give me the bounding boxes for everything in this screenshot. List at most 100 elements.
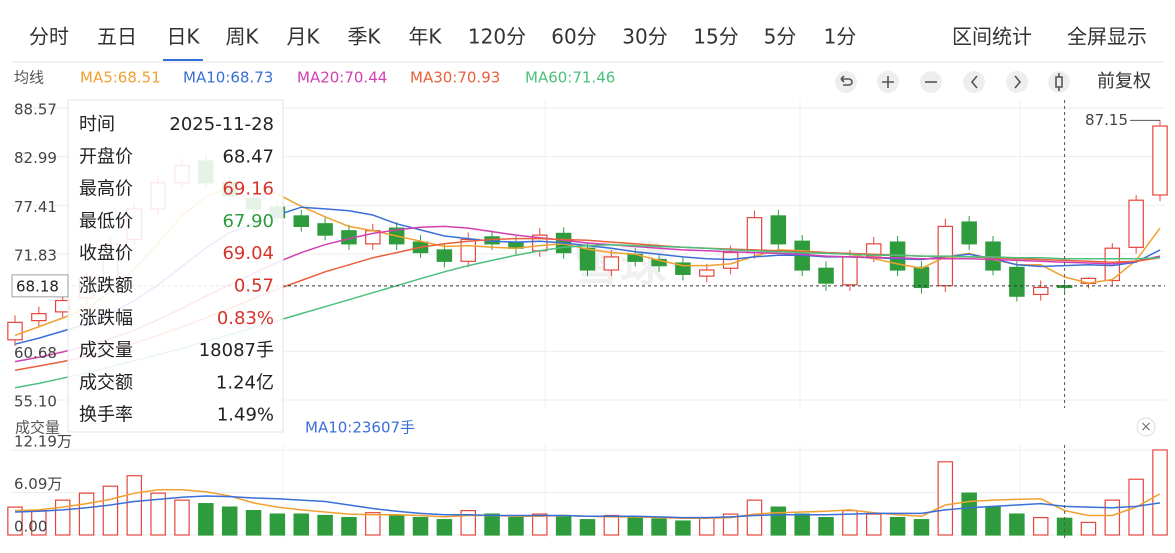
tab[interactable]: 年K xyxy=(408,25,442,49)
candle-body xyxy=(436,249,453,262)
volume-bar xyxy=(746,499,763,536)
volume-bar xyxy=(579,519,596,536)
candle-body xyxy=(818,267,834,284)
tooltip-value: 68.47 xyxy=(222,146,274,167)
volume-bar xyxy=(150,492,166,536)
legend-entry: MA10:68.73 xyxy=(183,69,273,87)
candle-icon[interactable] xyxy=(1048,71,1070,93)
close-volume[interactable]: × xyxy=(1140,419,1152,435)
tooltip-value: 18087手 xyxy=(199,340,274,361)
tab[interactable]: 120分 xyxy=(468,25,526,49)
candle-body xyxy=(913,266,930,289)
candle-body xyxy=(746,217,763,254)
tooltip-value: 1.49% xyxy=(217,405,274,426)
reset-glyph xyxy=(840,75,853,86)
volume-bar xyxy=(1080,521,1097,536)
volume-ma-line xyxy=(14,495,1161,519)
adjust-button[interactable]: 前复权 xyxy=(1097,71,1151,92)
volume-bar xyxy=(865,513,882,536)
volume-bar xyxy=(293,513,310,536)
tab[interactable]: 15分 xyxy=(693,25,738,49)
tooltip-value: 0.83% xyxy=(217,308,274,329)
volume-bar xyxy=(126,475,143,536)
y-tick-label: 82.99 xyxy=(14,149,57,167)
legend-entry: MA10:23607手 xyxy=(305,419,415,437)
volume-bar xyxy=(794,513,810,536)
legend-entry: MA30:70.93 xyxy=(410,69,500,87)
y-tick-label: 6.09万 xyxy=(14,475,62,493)
volume-bar xyxy=(818,516,834,536)
candle-body xyxy=(675,262,691,275)
tooltip-label: 换手率 xyxy=(79,405,133,426)
right-glyph xyxy=(1014,75,1022,89)
volume-bar xyxy=(699,516,715,536)
tooltip-label: 开盘价 xyxy=(79,146,133,167)
volume-bar xyxy=(484,513,500,536)
tooltip-value: 0.57 xyxy=(234,276,274,297)
tooltip-label: 成交量 xyxy=(79,340,133,361)
y-tick-label: 60.68 xyxy=(14,344,57,362)
y-tick-label: 88.57 xyxy=(14,101,57,119)
tab[interactable]: 月K xyxy=(286,25,320,49)
tab[interactable]: 日K xyxy=(166,25,200,49)
tab[interactable]: 1分 xyxy=(824,25,857,49)
candle-body xyxy=(770,215,787,245)
tab[interactable]: 分时 xyxy=(29,25,69,49)
volume-bar xyxy=(388,514,405,536)
volume-bar xyxy=(937,461,954,536)
candle-body xyxy=(603,256,620,271)
candle-body xyxy=(1152,125,1168,196)
volume-bar xyxy=(341,516,357,536)
tab[interactable]: 周K xyxy=(225,25,259,49)
volume-bar xyxy=(1032,516,1049,536)
volume-bar xyxy=(1152,449,1168,536)
volume-bar xyxy=(436,519,453,536)
plus-glyph xyxy=(882,76,894,88)
reset-icon[interactable] xyxy=(835,71,857,93)
volume-bar xyxy=(102,485,119,536)
volume-bar xyxy=(603,514,620,536)
tab[interactable]: 5分 xyxy=(764,25,797,49)
candle-body xyxy=(985,241,1001,271)
candle-body xyxy=(842,256,858,286)
volume-bar xyxy=(722,513,739,536)
volume-bar xyxy=(221,506,238,536)
volume-bar xyxy=(961,492,977,536)
high-label: 87.15 xyxy=(1085,111,1128,129)
volume-bar xyxy=(317,514,333,536)
tool-link[interactable]: 全屏显示 xyxy=(1067,25,1147,49)
volume-bar xyxy=(1104,499,1121,536)
candle-body xyxy=(460,238,476,262)
close-volume-ring[interactable] xyxy=(1136,417,1156,437)
volume-title: 成交量 xyxy=(15,419,60,437)
tooltip: 时间 2025-11-28 开盘价 68.47 最高价 69.16 最低价 67.90 收盘价 6… xyxy=(67,99,284,433)
candle-body xyxy=(1009,266,1025,297)
y-tick-label: 77.41 xyxy=(14,198,57,216)
tooltip-label: 涨跌额 xyxy=(79,276,133,297)
tooltip-value: 1.24亿 xyxy=(216,372,274,393)
volume-bar xyxy=(460,509,476,536)
volume-bar xyxy=(508,516,524,536)
candle-body xyxy=(317,223,333,236)
right-icon[interactable] xyxy=(1006,71,1028,93)
volume-bar xyxy=(651,518,667,536)
volume-bar xyxy=(7,506,23,536)
legend-entry: MA60:71.46 xyxy=(525,69,615,87)
tooltip-label: 最高价 xyxy=(79,179,133,200)
candle-body xyxy=(1032,286,1049,296)
tooltip-label: 成交额 xyxy=(79,372,133,393)
tab[interactable]: 季K xyxy=(347,25,381,49)
tooltip-box xyxy=(67,99,284,433)
candle-glyph xyxy=(1055,73,1063,91)
tab[interactable]: 60分 xyxy=(551,25,596,49)
toolbar-icons[interactable] xyxy=(835,71,1070,93)
volume-bar xyxy=(269,513,286,536)
tab[interactable]: 30分 xyxy=(622,25,667,49)
ma-title: 均线 xyxy=(14,69,44,87)
candle-body xyxy=(961,221,977,245)
tool-link[interactable]: 区间统计 xyxy=(952,25,1032,49)
left-icon[interactable] xyxy=(963,71,985,93)
tab[interactable]: 五日 xyxy=(97,25,137,49)
volume-bar xyxy=(555,516,572,536)
